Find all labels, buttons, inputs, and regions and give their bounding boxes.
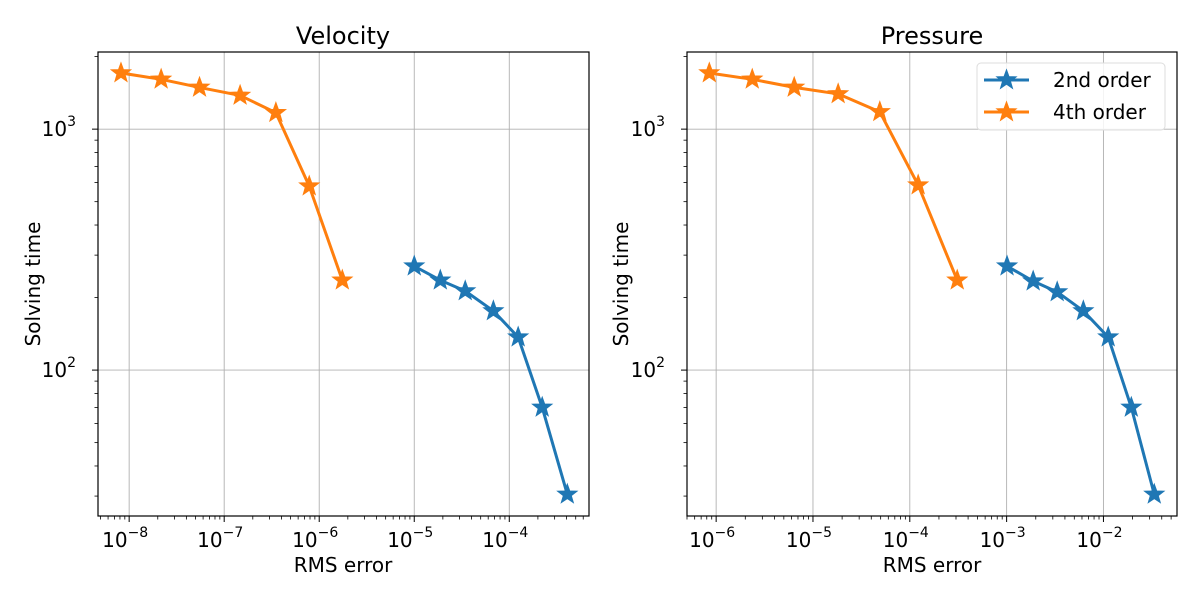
pressure-series-2nd-order-point (1097, 325, 1120, 347)
velocity-series-4th-order-point (228, 83, 252, 105)
pressure-x-tick-label: 10−6 (689, 525, 735, 552)
velocity-series-2nd-order-point (507, 325, 530, 347)
velocity-x-tick-label: 10−5 (387, 525, 433, 552)
pressure-series-2nd-order-point (1072, 299, 1095, 321)
pressure-x-tick-label: 10−3 (980, 525, 1026, 552)
velocity-series-2nd-order-line (413, 264, 569, 495)
velocity-title: Velocity (296, 22, 390, 50)
pressure-axes-frame (686, 51, 1178, 517)
pressure-series-4th-order-point (698, 61, 721, 83)
pressure-panel: Pressure RMS error Solving time 10−6 10−5… (609, 22, 1178, 577)
pressure-x-tick-label: 10−2 (1076, 525, 1122, 552)
velocity-x-tick-label: 10−6 (292, 525, 338, 552)
pressure-ticks: 10−6 10−5 10−4 10−3 10−2 102 103 (631, 56, 1172, 552)
pressure-series-4th-order-point (868, 100, 891, 122)
pressure-x-tick-label: 10−4 (883, 525, 929, 552)
velocity-grid (98, 52, 589, 516)
pressure-series-2nd-order-point (1022, 269, 1045, 291)
pressure-series-4th-order-line (709, 71, 959, 281)
pressure-plot-area (698, 61, 1166, 504)
pressure-series-4th-order-point (783, 75, 806, 97)
velocity-series-2nd-order-point (556, 482, 579, 504)
velocity-series-4th-order-point (331, 268, 354, 290)
pressure-legend: 2nd order 4th order (976, 62, 1166, 131)
velocity-series-2nd-order-point (429, 268, 452, 290)
pressure-x-axis-label: RMS error (883, 553, 982, 577)
pressure-series-2nd-order-line (1006, 264, 1156, 495)
legend-label-2nd-order: 2nd order (1053, 68, 1152, 92)
velocity-x-tick-label: 10−8 (102, 525, 148, 552)
velocity-series-4th-order-point (109, 61, 133, 83)
velocity-series-4th-order-point (264, 101, 288, 123)
velocity-y-tick-label: 102 (42, 355, 76, 382)
pressure-series-4th-order-point (946, 268, 969, 290)
velocity-series-2nd-order-point (403, 254, 426, 276)
velocity-series-2nd-order-point (482, 299, 505, 321)
pressure-series-4th-order-point (907, 173, 930, 195)
pressure-y-tick-label: 102 (631, 355, 665, 382)
velocity-axes-frame (97, 51, 590, 517)
velocity-series-2nd-order-point (454, 279, 477, 301)
legend-entry-4th-order: 4th order (984, 100, 1147, 124)
pressure-series-4th-order (698, 61, 969, 290)
velocity-plot-area (109, 61, 579, 504)
legend-marker-4th-order (995, 100, 1018, 122)
pressure-title: Pressure (881, 22, 983, 50)
legend-label-4th-order: 4th order (1053, 100, 1147, 124)
pressure-x-tick-label: 10−5 (786, 525, 832, 552)
pressure-series-2nd-order-point (1120, 395, 1143, 417)
velocity-series-4th-order-point (188, 75, 211, 97)
velocity-series-4th-order-point (150, 67, 173, 89)
velocity-x-axis-label: RMS error (294, 553, 393, 577)
pressure-series-2nd-order-point (1143, 482, 1166, 504)
pressure-series-2nd-order (995, 254, 1166, 504)
legend-marker-2nd-order (995, 68, 1018, 90)
pressure-y-tick-label: 103 (631, 114, 665, 141)
pressure-series-4th-order-point (741, 67, 764, 89)
legend-entry-2nd-order: 2nd order (984, 68, 1152, 92)
pressure-series-2nd-order-point (1046, 280, 1069, 302)
velocity-panel: Velocity RMS error Solving time 10−8 10−7… (21, 22, 590, 577)
velocity-y-axis-label: Solving time (21, 222, 45, 347)
pressure-series-4th-order-point (827, 82, 850, 104)
velocity-ticks: 10−8 10−7 10−6 10−5 10−4 102 103 (42, 56, 584, 552)
velocity-x-tick-label: 10−4 (482, 525, 528, 552)
velocity-series-2nd-order-point (531, 395, 554, 417)
pressure-series-2nd-order-point (995, 254, 1019, 276)
velocity-x-tick-label: 10−7 (197, 525, 243, 552)
velocity-y-tick-label: 103 (42, 114, 76, 141)
velocity-series-4th-order (109, 61, 354, 290)
velocity-series-4th-order-point (298, 174, 321, 196)
pressure-y-axis-label: Solving time (609, 222, 633, 347)
velocity-series-2nd-order (403, 254, 579, 504)
